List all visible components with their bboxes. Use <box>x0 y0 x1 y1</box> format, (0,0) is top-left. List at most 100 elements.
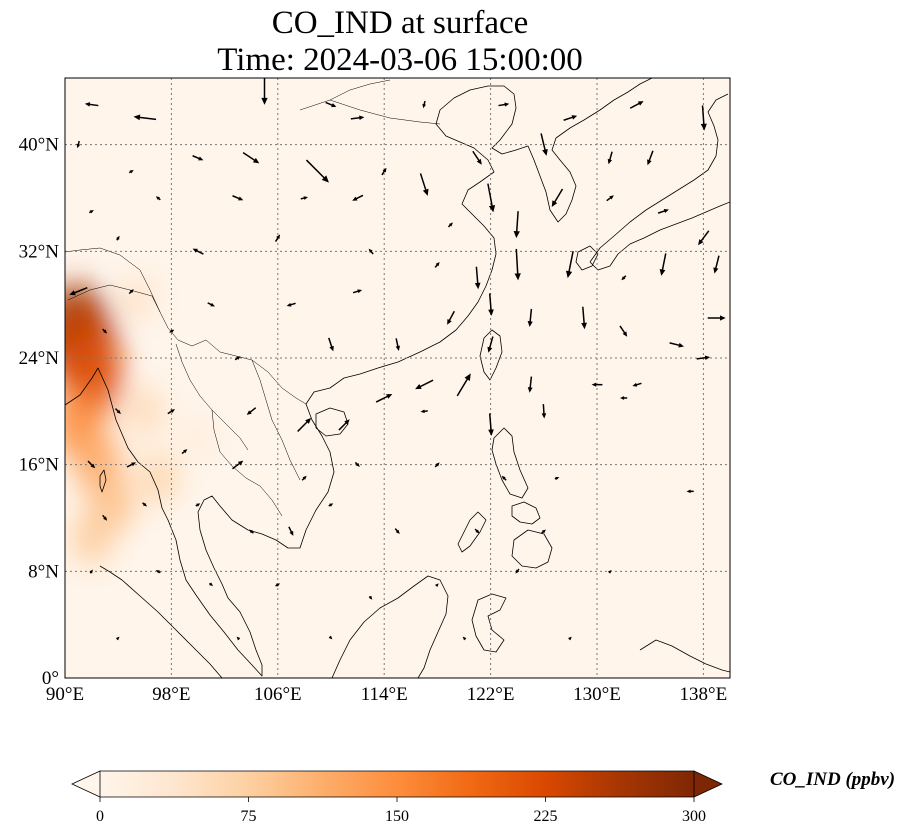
new-guinea-coastline <box>639 639 730 673</box>
wind-arrow <box>541 404 547 419</box>
wind-arrow <box>69 287 88 296</box>
wind-arrow <box>102 328 108 334</box>
wind-arrow <box>301 475 307 481</box>
wind-arrow <box>368 595 373 600</box>
wind-arrow <box>514 248 521 281</box>
wind-arrow <box>209 582 214 587</box>
wind-arrow <box>488 293 494 316</box>
wind-arrow <box>568 636 572 641</box>
wind-arrow <box>133 114 157 121</box>
wind-arrow <box>352 194 364 201</box>
y-axis-ticks: 0° 8°N 16°N 24°N 32°N 40°N <box>19 135 60 689</box>
wind-arrow <box>115 636 120 641</box>
wind-arrow <box>89 569 93 574</box>
wind-arrow <box>607 151 613 165</box>
taiwan-coastline <box>479 329 503 381</box>
wind-arrow <box>76 140 81 149</box>
wind-arrow <box>325 101 337 108</box>
wind-arrow <box>669 342 684 348</box>
wind-arrow <box>513 211 520 239</box>
y-tick-label: 16°N <box>19 455 60 476</box>
wind-arrow <box>540 133 548 156</box>
andaman-islands <box>99 469 107 493</box>
map-title: CO_IND at surface <box>271 5 529 41</box>
coastlines <box>65 78 730 678</box>
wind-arrow <box>354 461 360 467</box>
colorbar-body <box>100 771 694 797</box>
wind-arrow <box>501 475 507 481</box>
wind-arrow <box>632 382 642 387</box>
wind-arrow <box>606 195 614 202</box>
wind-arrow <box>474 528 480 534</box>
x-tick-label: 114°E <box>361 684 408 705</box>
wind-arrow <box>352 289 363 294</box>
x-tick-label: 90°E <box>46 684 84 705</box>
wind-arrow <box>700 105 707 131</box>
wind-vectors <box>69 78 726 641</box>
wind-arrow <box>88 209 94 214</box>
wind-arrow <box>328 635 333 640</box>
x-axis-ticks: 90°E 98°E 106°E 114°E 122°E 130°E 138°E <box>46 684 727 705</box>
japan-coastline <box>589 93 730 271</box>
wind-arrow <box>394 528 400 535</box>
wind-arrow <box>456 373 471 397</box>
wind-arrow <box>420 409 428 414</box>
gridlines <box>65 78 730 678</box>
wind-arrow <box>565 251 574 279</box>
wind-arrow <box>419 173 429 196</box>
colorbar: 0 75 150 225 300 <box>71 770 723 825</box>
wind-arrow <box>657 209 669 214</box>
wind-arrow <box>84 102 99 107</box>
wind-arrow <box>126 462 136 468</box>
wind-arrow <box>375 393 393 403</box>
wind-arrow <box>447 222 453 228</box>
wind-arrow <box>415 379 434 390</box>
wind-arrow <box>541 529 547 534</box>
wind-arrow <box>192 155 204 161</box>
x-tick-label: 106°E <box>254 684 302 705</box>
wind-arrow <box>261 78 268 105</box>
wind-arrow <box>447 310 455 325</box>
colorbar-max-extension <box>693 770 723 798</box>
wind-arrow <box>381 167 387 176</box>
wind-arrow <box>288 526 294 536</box>
wind-arrow <box>102 514 108 521</box>
wind-arrow <box>114 408 121 415</box>
wind-arrow <box>328 503 334 507</box>
wind-arrow <box>620 396 628 400</box>
kyushu-coastline <box>575 245 599 271</box>
wind-arrow <box>462 636 467 641</box>
y-tick-label: 24°N <box>19 348 60 369</box>
colorbar-tick-label: 0 <box>96 808 104 825</box>
wind-arrow <box>207 302 215 307</box>
country-borders <box>65 79 441 517</box>
wind-arrow <box>698 230 710 246</box>
visayas-coastline <box>511 501 541 525</box>
wind-arrow <box>527 308 533 327</box>
wind-arrow <box>305 159 329 183</box>
wind-arrow <box>274 234 281 242</box>
wind-arrow <box>629 101 644 109</box>
wind-arrow <box>232 460 244 470</box>
wind-arrow <box>232 195 244 201</box>
hainan-coastline <box>315 407 349 437</box>
wind-arrow <box>707 315 726 321</box>
wind-arrow <box>619 325 628 337</box>
wind-arrow <box>647 150 654 166</box>
y-tick-label: 40°N <box>19 135 60 156</box>
wind-arrow <box>142 502 148 507</box>
wind-arrow <box>395 338 400 351</box>
wind-arrow <box>169 329 175 333</box>
wind-arrow <box>234 356 241 361</box>
wind-arrow <box>696 355 711 361</box>
wind-arrow <box>713 255 720 274</box>
colorbar-tick-label: 150 <box>385 808 409 825</box>
concentration-blob <box>138 452 178 504</box>
concentration-blob <box>125 386 164 437</box>
x-tick-label: 122°E <box>467 684 515 705</box>
wind-arrow <box>275 583 281 587</box>
wind-arrow <box>591 382 603 387</box>
wind-arrow <box>248 529 254 534</box>
wind-arrow <box>155 569 161 574</box>
